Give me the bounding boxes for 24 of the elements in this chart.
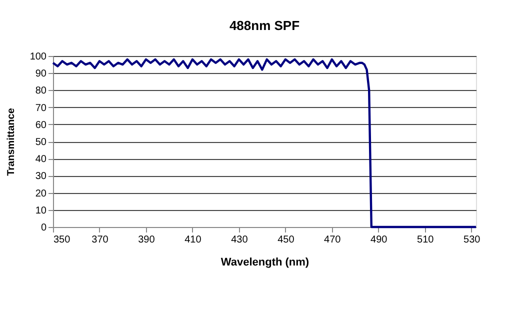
x-tick-label: 510 xyxy=(417,234,434,246)
y-tick-label: 70 xyxy=(35,102,47,114)
x-axis-title: Wavelength (nm) xyxy=(220,256,310,268)
x-tick-label: 430 xyxy=(231,234,248,246)
y-tick-label: 10 xyxy=(35,205,47,216)
x-tick-label: 390 xyxy=(138,234,156,246)
y-tick-label: 60 xyxy=(35,120,47,131)
x-tick-label: 410 xyxy=(184,234,202,246)
x-tick-label: 450 xyxy=(278,234,295,246)
y-tick-label: 40 xyxy=(35,154,47,166)
x-tick-label: 490 xyxy=(370,234,388,246)
x-tick-label: 470 xyxy=(324,234,342,246)
y-tick-label: 20 xyxy=(35,188,47,200)
y-tick-label: 100 xyxy=(30,52,47,62)
chart-title: 488nm SPF xyxy=(229,18,300,33)
x-tick-label: 350 xyxy=(54,234,71,246)
y-tick-label: 90 xyxy=(35,68,47,80)
y-tick-label: 30 xyxy=(35,171,47,182)
y-tick-label: 50 xyxy=(35,137,47,148)
y-tick-label: 0 xyxy=(40,222,47,234)
y-tick-label: 80 xyxy=(35,86,47,97)
y-axis-title: Transmittance xyxy=(6,108,17,176)
x-tick-label: 530 xyxy=(464,234,481,246)
x-tick-label: 370 xyxy=(92,234,109,246)
